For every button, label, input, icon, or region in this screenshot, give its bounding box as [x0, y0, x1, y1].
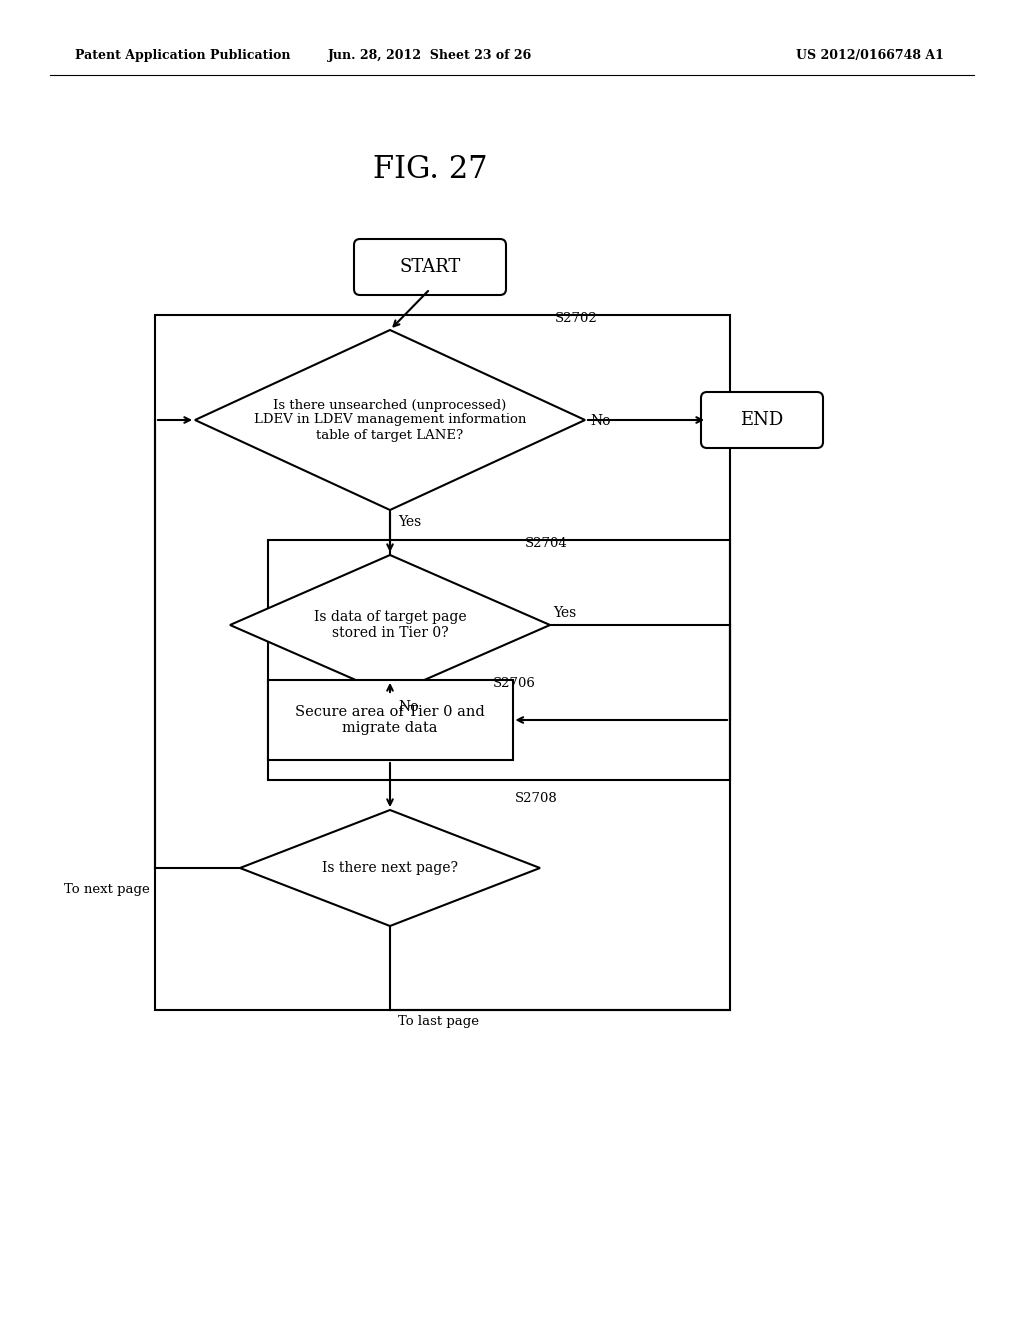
- Text: S2704: S2704: [525, 537, 567, 550]
- Text: S2702: S2702: [555, 312, 598, 325]
- Text: Patent Application Publication: Patent Application Publication: [75, 49, 291, 62]
- Text: END: END: [740, 411, 783, 429]
- Text: Yes: Yes: [398, 515, 421, 529]
- Text: To last page: To last page: [398, 1015, 479, 1028]
- Text: START: START: [399, 257, 461, 276]
- Text: FIG. 27: FIG. 27: [373, 154, 487, 186]
- Text: Is data of target page
stored in Tier 0?: Is data of target page stored in Tier 0?: [313, 610, 466, 640]
- FancyBboxPatch shape: [354, 239, 506, 294]
- Text: No: No: [398, 700, 419, 714]
- Text: No: No: [590, 414, 610, 428]
- Text: Is there unsearched (unprocessed)
LDEV in LDEV management information
table of t: Is there unsearched (unprocessed) LDEV i…: [254, 399, 526, 441]
- Text: Yes: Yes: [553, 606, 577, 620]
- FancyBboxPatch shape: [701, 392, 823, 447]
- Text: To next page: To next page: [65, 883, 150, 896]
- Text: Jun. 28, 2012  Sheet 23 of 26: Jun. 28, 2012 Sheet 23 of 26: [328, 49, 532, 62]
- Text: S2706: S2706: [493, 677, 536, 690]
- Polygon shape: [230, 554, 550, 696]
- Text: S2708: S2708: [515, 792, 558, 805]
- Bar: [267, 680, 512, 760]
- Bar: [268, 540, 730, 780]
- Polygon shape: [240, 810, 540, 927]
- Text: US 2012/0166748 A1: US 2012/0166748 A1: [796, 49, 944, 62]
- Text: Is there next page?: Is there next page?: [322, 861, 458, 875]
- Text: Secure area of Tier 0 and
migrate data: Secure area of Tier 0 and migrate data: [295, 705, 485, 735]
- Bar: [155, 315, 730, 1010]
- Polygon shape: [195, 330, 585, 510]
